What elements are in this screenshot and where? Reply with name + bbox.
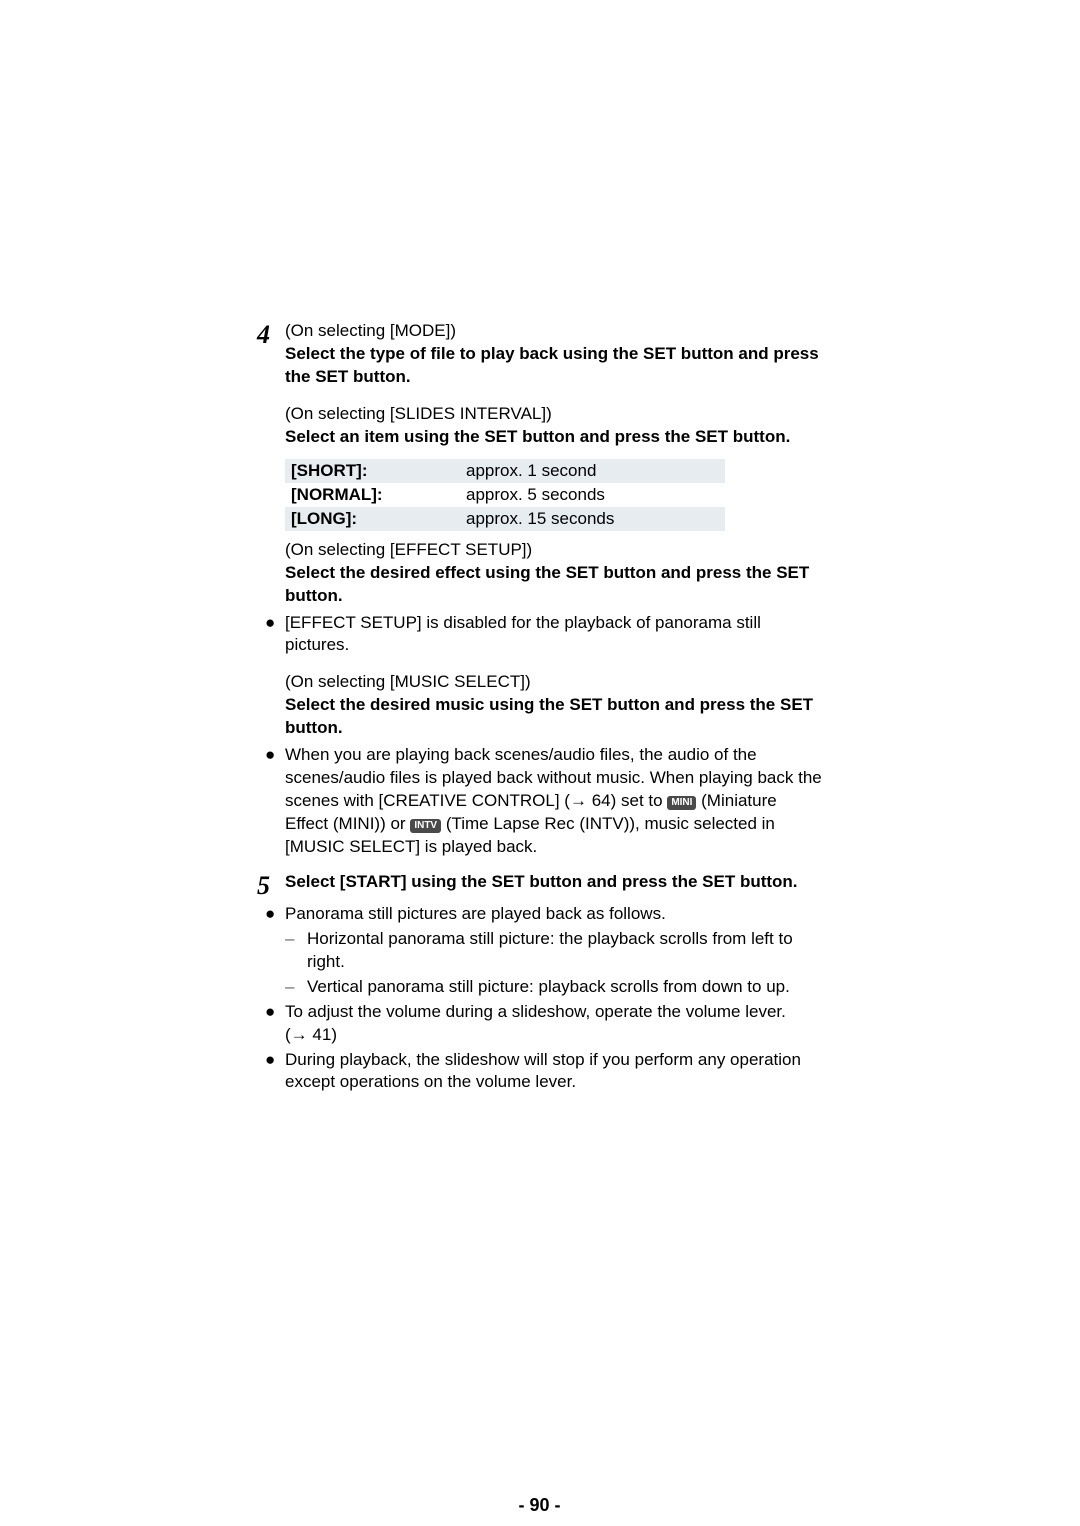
interval-value: approx. 5 seconds [466,485,719,505]
page-ref: 41 [312,1025,331,1044]
effect-instruction: Select the desired effect using the SET … [285,563,809,605]
interval-label: [NORMAL]: [291,485,466,505]
bullet-icon: ● [257,903,285,926]
mini-badge-icon: MINI [667,796,696,810]
interval-label: [LONG]: [291,509,466,529]
start-instruction: Select [START] using the SET button and … [285,872,798,891]
table-row: [LONG]: approx. 15 seconds [285,507,725,531]
arrow-icon: → [291,1025,308,1044]
bullet-text: To adjust the volume during a slideshow,… [285,1001,822,1047]
page-ref: 64 [592,791,611,810]
mode-context: (On selecting [MODE]) [285,321,456,340]
music-instruction: Select the desired music using the SET b… [285,695,813,737]
interval-value: approx. 15 seconds [466,509,719,529]
step-4: 4 (On selecting [MODE]) Select the type … [257,320,822,859]
page-number: - 90 - [257,1495,822,1516]
bullet-icon: ● [257,744,285,859]
bullet-item: ● Panorama still pictures are played bac… [257,903,822,926]
dash-icon: – [285,976,307,999]
slides-context: (On selecting [SLIDES INTERVAL]) [285,404,552,423]
arrow-icon: → [570,791,587,810]
bullet-text: Panorama still pictures are played back … [285,903,822,926]
interval-table: [SHORT]: approx. 1 second [NORMAL]: appr… [285,459,725,531]
intv-badge-icon: INTV [410,819,441,833]
page-content: 4 (On selecting [MODE]) Select the type … [257,320,822,1102]
bullet-text: During playback, the slideshow will stop… [285,1049,822,1095]
bullet-text: [EFFECT SETUP] is disabled for the playb… [285,612,822,658]
sub-bullet-text: Horizontal panorama still picture: the p… [307,928,822,974]
bullet-icon: ● [257,612,285,658]
bullet-item: ● When you are playing back scenes/audio… [257,744,822,859]
bullet-text: When you are playing back scenes/audio f… [285,744,822,859]
table-row: [SHORT]: approx. 1 second [285,459,725,483]
bullet-icon: ● [257,1049,285,1095]
effect-context: (On selecting [EFFECT SETUP]) [285,540,532,559]
sub-bullet-item: – Horizontal panorama still picture: the… [285,928,822,974]
bullet-item: ● During playback, the slideshow will st… [257,1049,822,1095]
dash-icon: – [285,928,307,974]
music-context: (On selecting [MUSIC SELECT]) [285,672,531,691]
sub-bullet-text: Vertical panorama still picture: playbac… [307,976,822,999]
bullet-item: ● To adjust the volume during a slidesho… [257,1001,822,1047]
interval-value: approx. 1 second [466,461,719,481]
sub-bullet-item: – Vertical panorama still picture: playb… [285,976,822,999]
interval-label: [SHORT]: [291,461,466,481]
step-number: 4 [257,322,285,348]
bullet-item: ● [EFFECT SETUP] is disabled for the pla… [257,612,822,658]
mode-instruction: Select the type of file to play back usi… [285,344,819,386]
step-5: 5 Select [START] using the SET button an… [257,871,822,1095]
bullet-icon: ● [257,1001,285,1047]
step-number: 5 [257,873,285,899]
table-row: [NORMAL]: approx. 5 seconds [285,483,725,507]
slides-instruction: Select an item using the SET button and … [285,427,790,446]
